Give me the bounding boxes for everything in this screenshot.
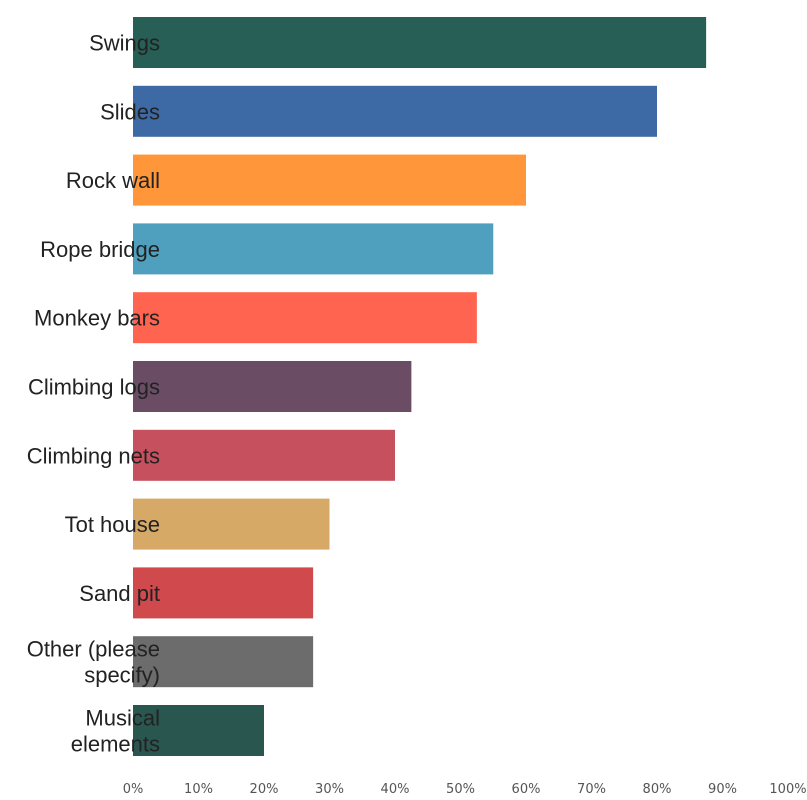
x-tick-label: 0% (123, 782, 144, 797)
category-label-line: specify) (84, 663, 160, 688)
bar-group (133, 17, 707, 756)
category-label-6: Climbing nets (27, 443, 160, 468)
x-tick-label: 30% (315, 782, 344, 797)
bar-0 (133, 17, 707, 68)
x-tick-label: 80% (643, 782, 672, 797)
x-tick-label: 60% (512, 782, 541, 797)
category-label-line: Musical (85, 706, 160, 731)
bar-1 (133, 85, 657, 137)
x-tick-label: 90% (708, 782, 737, 797)
bar-2 (133, 154, 526, 206)
category-label-8: Sand pit (79, 581, 160, 606)
category-label-7: Tot house (65, 512, 160, 537)
x-tick-label: 40% (381, 782, 410, 797)
x-tick-label: 70% (577, 782, 606, 797)
category-label-3: Rope bridge (40, 237, 160, 262)
category-label-line: Other (please (27, 637, 160, 662)
category-label-line: elements (71, 732, 160, 757)
x-tick-group: 0% 10% 20% 30% 40% 50% 60% 70% 80% 90% 100% (123, 782, 807, 797)
category-label-2: Rock wall (66, 168, 160, 193)
x-tick-label: 20% (250, 782, 279, 797)
category-label-10: Musical elements (71, 706, 160, 757)
category-label-4: Monkey bars (34, 306, 160, 331)
bar-4 (133, 292, 477, 344)
x-tick-label: 100% (769, 782, 806, 797)
bar-10 (133, 705, 264, 756)
category-label-group: Swings Slides Rock wall Rope bridge Monkey b… (27, 31, 160, 757)
bar-8 (133, 567, 314, 619)
bar-3 (133, 223, 494, 275)
bar-6 (133, 429, 395, 481)
category-label-0: Swings (89, 31, 160, 56)
category-label-5: Climbing logs (28, 375, 160, 400)
category-label-9: Other (please specify) (27, 637, 160, 688)
bar-9 (133, 636, 314, 688)
bar-7 (133, 498, 330, 550)
bar-5 (133, 361, 412, 412)
x-tick-label: 50% (446, 782, 475, 797)
category-label-1: Slides (100, 99, 160, 124)
x-tick-label: 10% (184, 782, 213, 797)
